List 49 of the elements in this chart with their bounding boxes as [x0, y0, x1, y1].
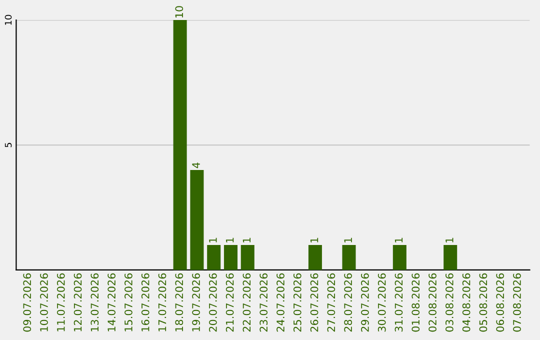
x-tick-label: 31.07.2026: [394, 273, 403, 332]
data-label: 1: [394, 238, 403, 242]
bar: [308, 244, 322, 270]
x-tick-label: 29.07.2026: [361, 273, 369, 332]
x-tick-label: 10.07.2026: [40, 273, 48, 332]
x-tick-label: 19.07.2026: [192, 273, 200, 332]
data-label: 1: [446, 238, 454, 242]
bar: [240, 244, 254, 270]
x-tick-label: 13.07.2026: [90, 273, 99, 332]
x-tick-label: 05.08.2026: [479, 273, 488, 332]
x-tick-label: 21.07.2026: [226, 273, 234, 332]
x-tick-label: 03.08.2026: [445, 273, 454, 332]
x-tick-label: 25.07.2026: [293, 273, 302, 332]
bar: [342, 244, 356, 270]
x-tick-label: 06.08.2026: [496, 273, 504, 332]
x-tick-label: 04.08.2026: [462, 273, 470, 332]
data-label: 1: [209, 238, 217, 242]
x-tick-label: 20.07.2026: [208, 273, 217, 332]
data-label: 4: [192, 162, 200, 168]
x-tick-label: 17.07.2026: [158, 273, 166, 332]
x-tick-label: 27.07.2026: [327, 273, 336, 332]
x-tick-label: 23.07.2026: [260, 273, 268, 332]
x-tick-label: 30.07.2026: [378, 273, 386, 332]
x-tick-label: 26.07.2026: [310, 273, 318, 332]
x-tick-label: 16.07.2026: [141, 273, 150, 332]
data-label: 1: [344, 238, 352, 242]
x-tick-label: 28.07.2026: [344, 273, 352, 332]
bar: [392, 244, 406, 270]
data-label: 10: [175, 6, 184, 18]
x-tick-label: 15.07.2026: [124, 273, 132, 332]
bar: [207, 244, 221, 270]
bar: [173, 20, 187, 270]
x-tick-label: 11.07.2026: [56, 273, 65, 332]
x-tick-label: 12.07.2026: [74, 273, 82, 332]
x-tick-label: 01.08.2026: [412, 273, 420, 332]
y-tick-label: 5: [4, 142, 12, 148]
data-label: 1: [226, 238, 234, 242]
x-tick-label: 02.08.2026: [428, 273, 436, 332]
bar: [224, 244, 238, 270]
x-tick-label: 14.07.2026: [108, 273, 116, 332]
data-label: 1: [310, 238, 318, 242]
x-tick-label: 22.07.2026: [242, 273, 251, 332]
bar: [444, 244, 458, 270]
data-label: 1: [242, 238, 251, 242]
bar: [190, 170, 204, 270]
x-tick-label: 24.07.2026: [276, 273, 284, 332]
x-tick-label: 18.07.2026: [175, 273, 184, 332]
x-tick-label: 09.07.2026: [23, 273, 32, 332]
x-tick-label: 07.08.2026: [513, 273, 521, 332]
